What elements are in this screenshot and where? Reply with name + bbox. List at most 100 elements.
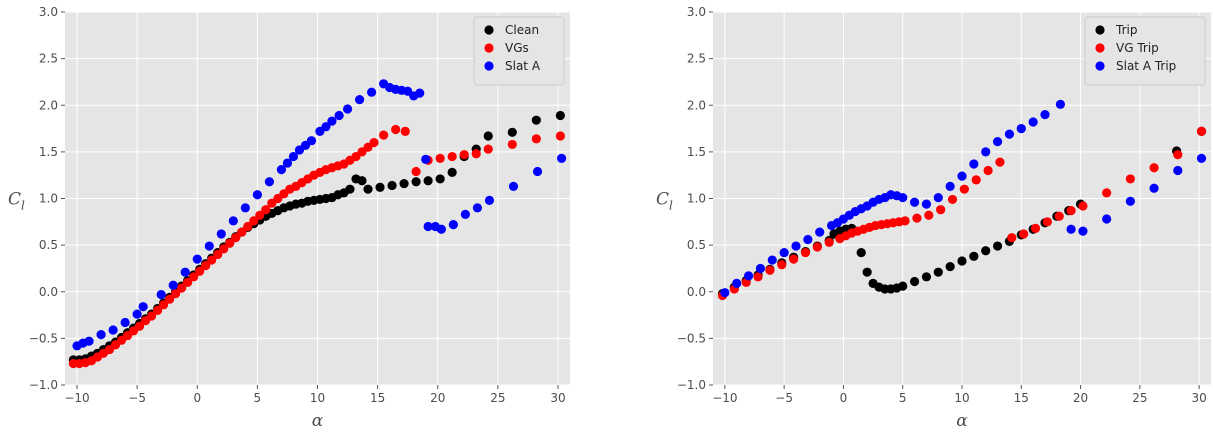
data-point (345, 184, 355, 194)
data-point (933, 267, 943, 277)
data-point (1040, 109, 1050, 120)
data-point (945, 261, 955, 272)
data-point (483, 144, 493, 154)
x-axis-label: α (956, 411, 968, 431)
legend-box (473, 16, 565, 86)
legend-label: Slat A Trip (1116, 59, 1176, 73)
data-point (1016, 123, 1026, 134)
y-tick-label: 0.5 (39, 238, 58, 252)
data-point (959, 184, 969, 194)
data-point (228, 216, 238, 226)
data-point (1019, 229, 1029, 239)
data-point (379, 130, 389, 140)
data-point (177, 283, 187, 293)
data-point (921, 199, 932, 209)
data-point (243, 221, 253, 232)
data-point (132, 309, 142, 319)
data-point (555, 131, 565, 141)
data-point (992, 241, 1003, 251)
legend-label: VGs (505, 41, 529, 55)
y-tick-label: −0.5 (677, 331, 706, 345)
data-point (957, 171, 967, 181)
data-point (411, 177, 421, 187)
y-tick-label: 0.5 (687, 238, 706, 252)
x-tick-label: 30 (1192, 391, 1207, 405)
data-point (192, 254, 202, 264)
data-point (945, 181, 955, 191)
x-axis-label: α (312, 411, 324, 431)
data-point (216, 229, 226, 239)
data-point (138, 302, 148, 312)
data-point (171, 289, 181, 299)
data-point (791, 241, 801, 251)
data-point (1173, 165, 1183, 176)
data-point (856, 247, 866, 258)
data-point (532, 166, 543, 177)
data-point (460, 209, 470, 219)
data-point (421, 154, 431, 164)
data-point (1196, 153, 1207, 164)
y-tick-label: 3.0 (39, 5, 58, 19)
data-point (755, 263, 766, 274)
data-point (367, 87, 377, 97)
data-point (803, 234, 813, 245)
x-tick-label: −5 (775, 391, 793, 405)
data-point (900, 216, 910, 226)
x-tick-label: −5 (128, 391, 146, 405)
data-point (120, 317, 130, 328)
y-tick-label: 1.5 (39, 145, 58, 159)
data-point (484, 195, 495, 205)
data-point (531, 134, 541, 144)
data-point (992, 137, 1003, 147)
x-tick-label: 30 (550, 391, 565, 405)
series-slat-a-trip (720, 99, 1207, 298)
data-point (195, 266, 205, 276)
data-point (1028, 117, 1038, 127)
data-point (824, 237, 834, 247)
data-point (306, 136, 317, 146)
data-point (363, 184, 373, 194)
data-point (96, 330, 106, 340)
legend-marker (1095, 61, 1105, 71)
data-point (342, 104, 353, 114)
data-point (369, 137, 379, 148)
data-point (264, 177, 275, 187)
x-tick-label: 15 (1014, 391, 1029, 405)
x-tick-label: 0 (193, 391, 201, 405)
data-point (252, 190, 262, 200)
data-point (240, 203, 250, 213)
x-tick-label: 20 (1073, 391, 1088, 405)
data-point (753, 272, 763, 282)
data-point (947, 194, 958, 205)
data-point (957, 256, 967, 266)
data-point (767, 255, 777, 265)
data-point (1196, 126, 1207, 136)
data-point (1078, 226, 1088, 236)
y-tick-label: −1.0 (29, 378, 58, 392)
data-point (1007, 233, 1017, 243)
data-point (225, 238, 235, 248)
data-point (327, 116, 337, 126)
data-point (387, 180, 397, 191)
x-tick-label: 25 (490, 391, 505, 405)
series-vg-trip (717, 126, 1207, 301)
data-point (765, 265, 775, 275)
data-point (555, 110, 565, 121)
data-point (282, 158, 293, 168)
data-point (459, 150, 469, 160)
data-point (411, 166, 421, 177)
y-tick-label: 1.0 (687, 192, 706, 206)
y-tick-label: 0.0 (39, 285, 58, 299)
data-point (237, 227, 247, 237)
x-tick-label: 10 (310, 391, 325, 405)
data-point (1102, 214, 1112, 224)
data-point (933, 192, 943, 203)
data-point (255, 210, 265, 220)
data-point (321, 122, 331, 132)
series-slat-a (72, 79, 567, 351)
chart-panel-1: −10 −5 0 5 10 15 20 25 30 −1.0 −0.5 0.0 0.5 1.0 1.5 2.0… (8, 5, 570, 431)
x-tick-label: 15 (370, 391, 385, 405)
x-tick-label: 5 (254, 391, 262, 405)
data-point (507, 127, 517, 137)
